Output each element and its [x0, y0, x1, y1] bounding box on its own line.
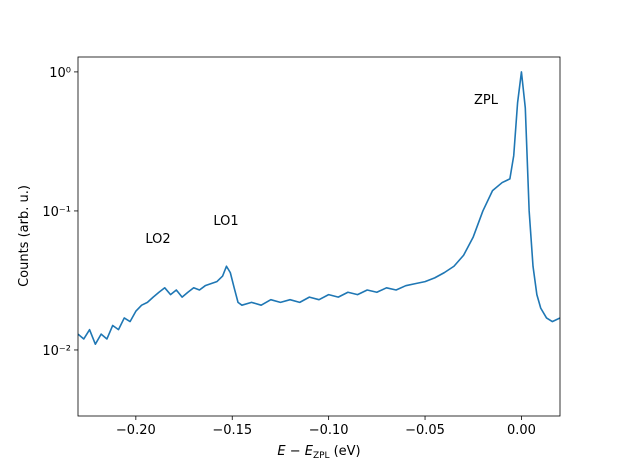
x-tick-label: −0.15 [212, 423, 252, 438]
y-axis-label: Counts (arb. u.) [17, 185, 32, 287]
x-tick-label: 0.00 [507, 423, 536, 438]
annotation: ZPL [474, 93, 499, 108]
x-axis-label: E − EZPL (eV) [277, 444, 360, 461]
x-label-sub: ZPL [313, 451, 330, 461]
annotation: LO1 [213, 214, 238, 229]
data-line [78, 71, 560, 346]
x-tick-label: −0.05 [405, 423, 445, 438]
y-tick-label: 10⁰ [49, 66, 71, 81]
y-tick-label: 10⁻² [42, 344, 71, 359]
x-tick-label: −0.20 [116, 423, 156, 438]
x-label-unit: (eV) [334, 444, 361, 459]
x-label-main: E − E [277, 444, 313, 459]
y-tick-label: 10⁻¹ [42, 205, 71, 220]
x-tick-label: −0.10 [309, 423, 349, 438]
plot-frame [77, 56, 561, 417]
annotation: LO2 [145, 232, 170, 247]
